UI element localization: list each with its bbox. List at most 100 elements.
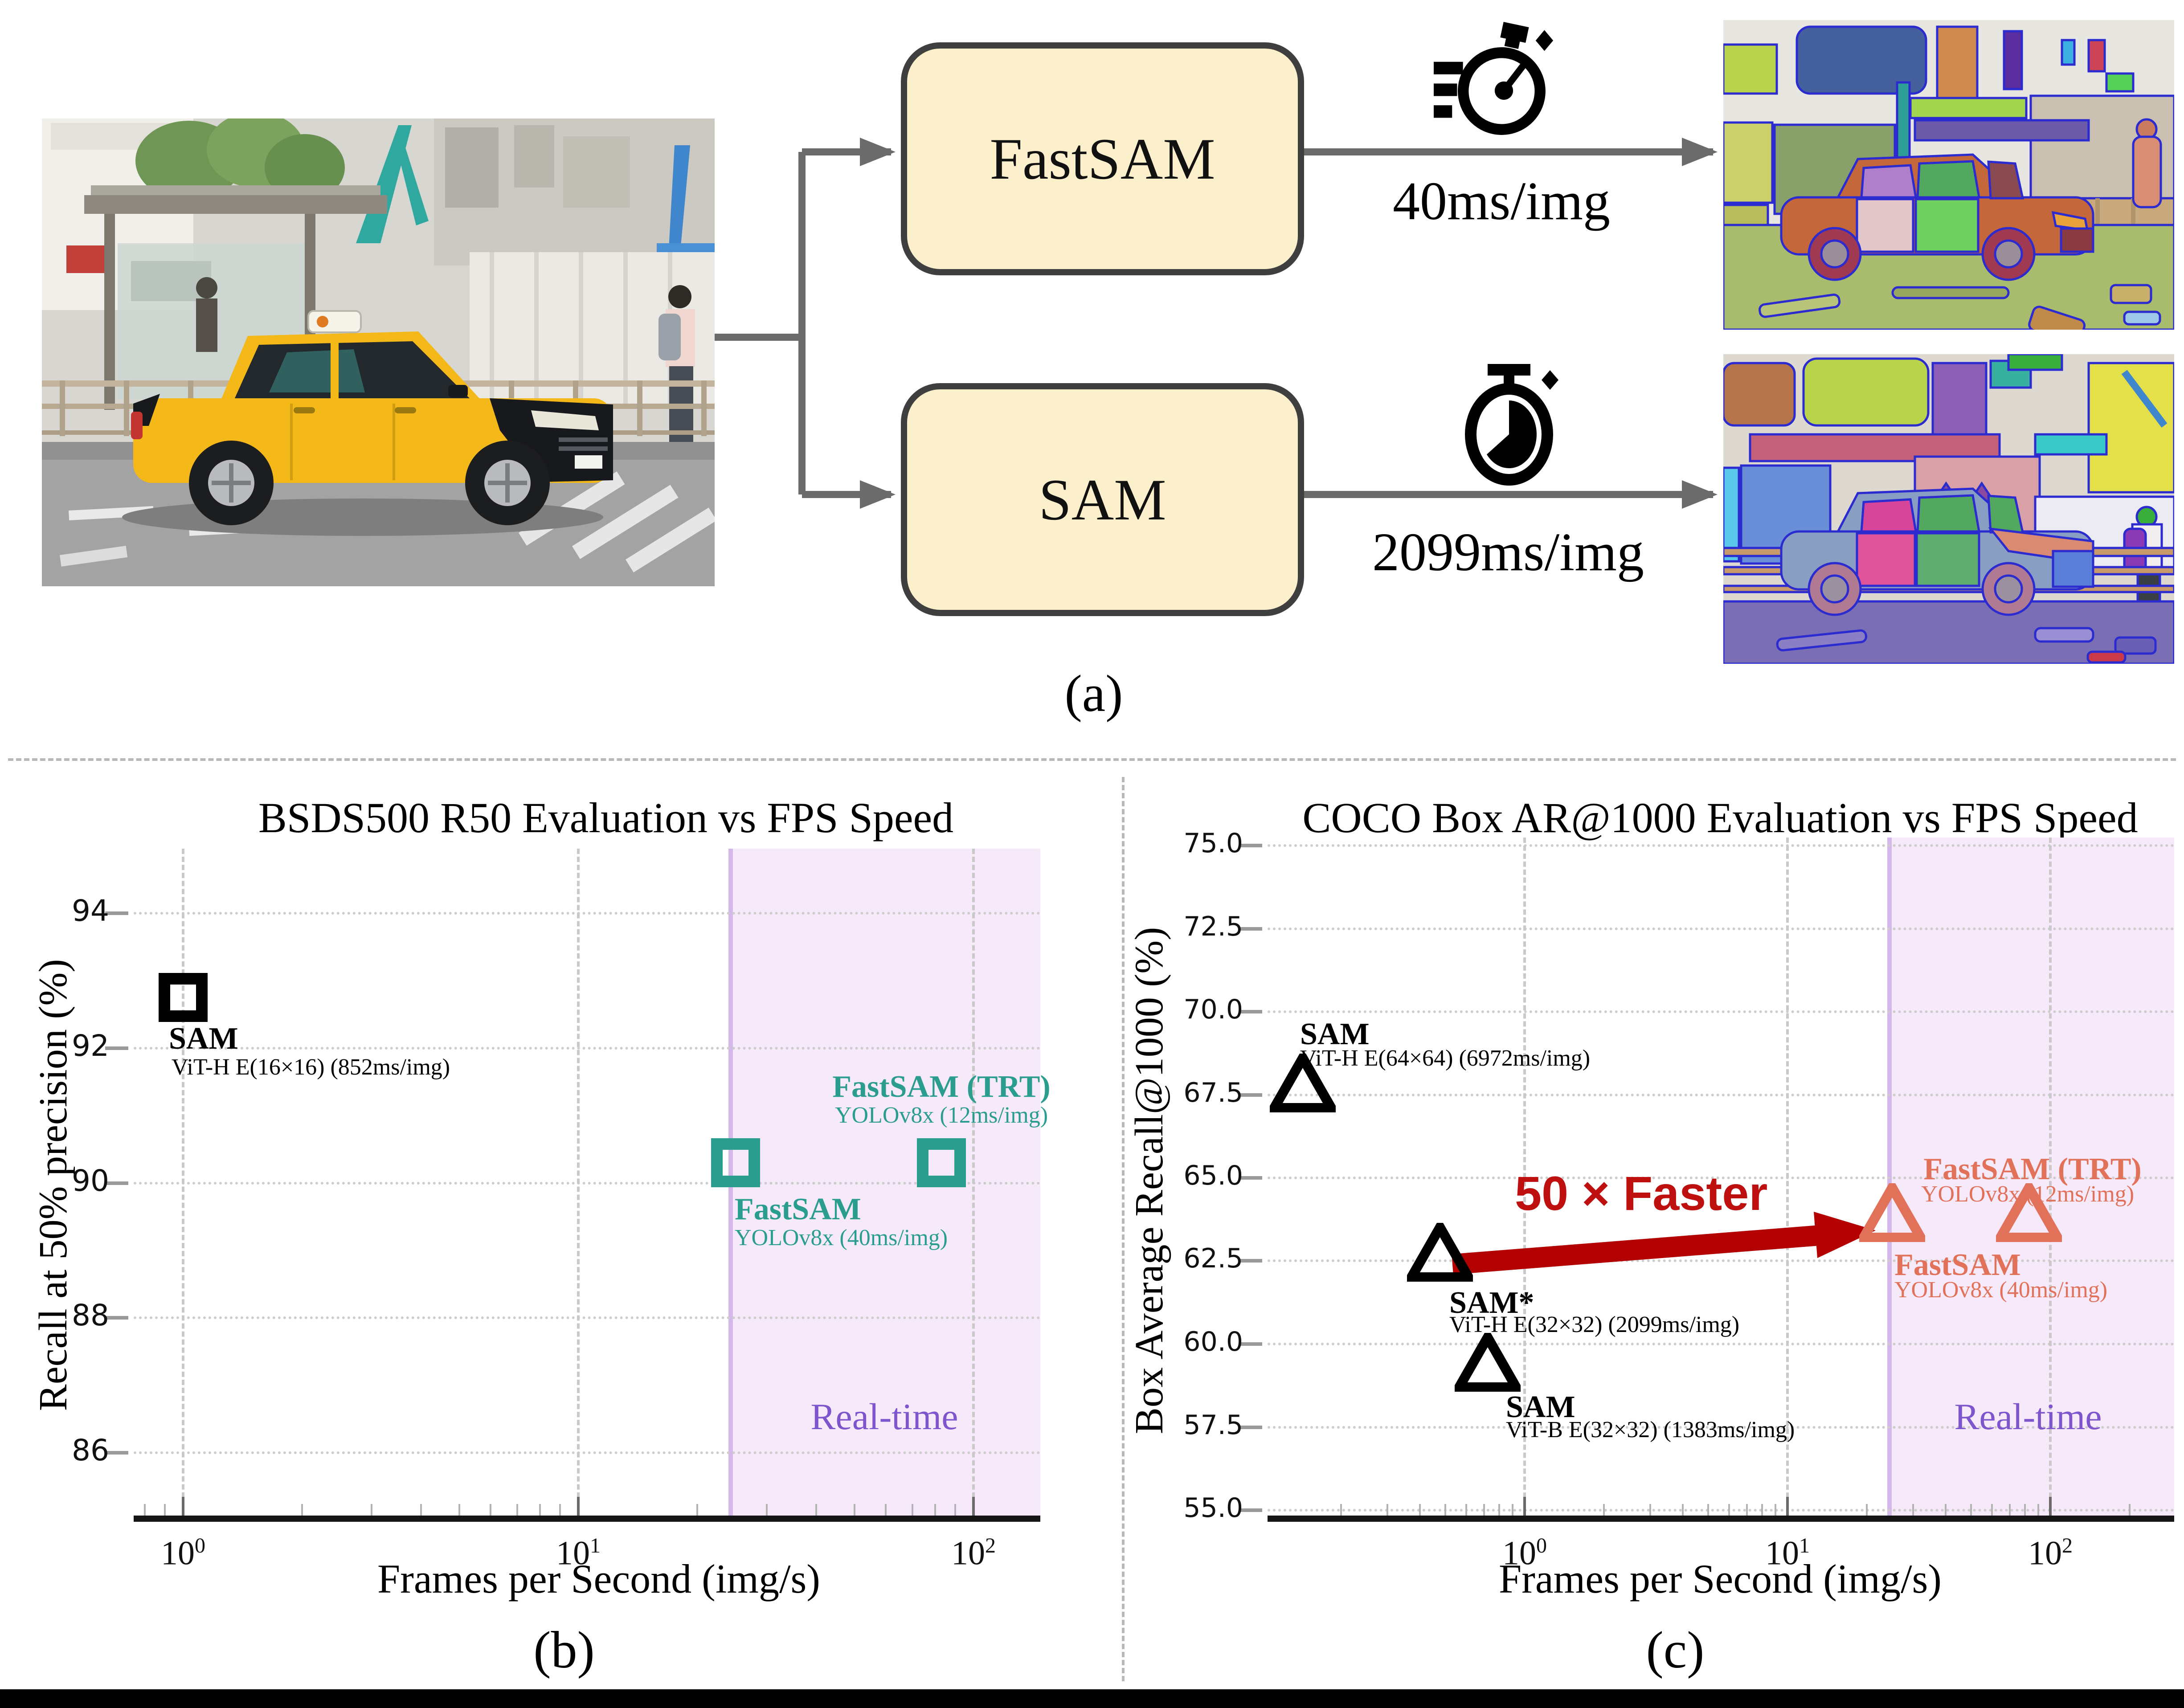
series-name-label: FastSAM (TRT) bbox=[1923, 1152, 2142, 1186]
x-minor-tick bbox=[1386, 1504, 1388, 1516]
chart-c-plot-area: 75.0 72.5 70.0 67.5 65.0 62.5 60.0 57.5 55.0 100 1… bbox=[1183, 830, 2174, 1570]
fastsam-box: FastSAM bbox=[901, 42, 1304, 275]
y-tick bbox=[1239, 1259, 1262, 1263]
x-minor-tick bbox=[1419, 1504, 1421, 1516]
x-minor-tick bbox=[2024, 1504, 2026, 1516]
y-tick-label: 67.5 bbox=[1183, 1077, 1243, 1108]
panel-c-label: (c) bbox=[1646, 1621, 1705, 1679]
x-tick-label: 102 bbox=[951, 1534, 996, 1572]
x-tick-label: 101 bbox=[556, 1534, 601, 1572]
x-gridline bbox=[2049, 838, 2052, 1522]
x-tick bbox=[1523, 1497, 1526, 1516]
data-point-sam bbox=[159, 973, 208, 1022]
x-minor-tick bbox=[164, 1504, 166, 1516]
x-minor-tick bbox=[854, 1504, 855, 1516]
x-gridline bbox=[182, 849, 184, 1522]
y-tick bbox=[1239, 1176, 1262, 1180]
x-minor-tick bbox=[2129, 1504, 2131, 1516]
y-gridline bbox=[1268, 1426, 2174, 1429]
x-minor-tick bbox=[1761, 1504, 1763, 1516]
x-minor-tick bbox=[1512, 1504, 1513, 1516]
x-minor-tick bbox=[1866, 1504, 1868, 1516]
x-axis-spine bbox=[134, 1516, 1040, 1522]
input-street-photo bbox=[42, 118, 715, 586]
series-detail-label: YOLOv8x (12ms/img) bbox=[834, 1103, 1048, 1128]
y-tick bbox=[105, 1316, 128, 1320]
x-minor-tick bbox=[1970, 1504, 1972, 1516]
x-minor-tick bbox=[696, 1504, 698, 1516]
x-minor-tick bbox=[559, 1504, 561, 1516]
series-detail-label: ViT-H E(32×32) (2099ms/img) bbox=[1449, 1312, 1740, 1337]
x-minor-tick bbox=[144, 1504, 146, 1516]
x-minor-tick bbox=[1649, 1504, 1651, 1516]
x-minor-tick bbox=[1775, 1504, 1776, 1516]
x-minor-tick bbox=[766, 1504, 768, 1516]
data-point-sam- bbox=[1407, 1223, 1473, 1282]
y-tick-label: 60.0 bbox=[1183, 1326, 1243, 1357]
x-tick bbox=[972, 1497, 975, 1516]
fastsam-box-label: FastSAM bbox=[990, 126, 1215, 192]
y-tick-label: 90 bbox=[72, 1164, 109, 1198]
series-name-label: SAM* bbox=[1449, 1286, 1534, 1320]
fastsam-time-label: 40ms/img bbox=[1392, 171, 1611, 231]
y-gridline bbox=[1268, 928, 2174, 930]
y-gridline bbox=[1268, 1259, 2174, 1262]
x-tick bbox=[1786, 1497, 1789, 1516]
x-minor-tick bbox=[516, 1504, 518, 1516]
y-gridline bbox=[1268, 1094, 2174, 1096]
y-tick bbox=[1239, 927, 1262, 931]
y-tick bbox=[1239, 1342, 1262, 1346]
flow-connectors bbox=[715, 138, 1718, 509]
series-detail-label: ViT-H E(16×16) (852ms/img) bbox=[172, 1054, 450, 1080]
fastsam-segmentation-output bbox=[1723, 20, 2174, 330]
y-tick-label: 62.5 bbox=[1183, 1243, 1243, 1274]
x-tick bbox=[182, 1497, 184, 1516]
chart-b-x-axis-label: Frames per Second (img/s) bbox=[377, 1556, 820, 1602]
x-minor-tick bbox=[1707, 1504, 1709, 1516]
realtime-region bbox=[1887, 838, 2174, 1522]
data-point-fastsam-trt- bbox=[917, 1138, 966, 1187]
x-minor-tick bbox=[1603, 1504, 1605, 1516]
x-gridline bbox=[1523, 838, 1526, 1522]
y-tick bbox=[1239, 844, 1262, 847]
panel-a-label: (a) bbox=[1064, 664, 1123, 723]
data-point-sam bbox=[1270, 1054, 1336, 1112]
y-tick-label: 86 bbox=[72, 1433, 109, 1467]
x-gridline bbox=[1786, 838, 1789, 1522]
x-minor-tick bbox=[1682, 1504, 1684, 1516]
y-gridline bbox=[134, 1316, 1040, 1319]
x-minor-tick bbox=[1465, 1504, 1467, 1516]
data-point-sam bbox=[1455, 1333, 1521, 1392]
series-detail-label: ViT-B E(32×32) (1383ms/img) bbox=[1506, 1417, 1795, 1442]
y-gridline bbox=[134, 912, 1040, 915]
speedup-arrow bbox=[1452, 1212, 1876, 1275]
y-tick bbox=[105, 1181, 128, 1185]
y-tick bbox=[1239, 1093, 1262, 1097]
chart-b-plot-area: 94 92 90 88 86 100 101 102 SAM ViT-H E(16×16) (85… bbox=[72, 849, 1051, 1570]
y-tick bbox=[105, 911, 128, 915]
y-tick-label: 92 bbox=[72, 1029, 109, 1063]
series-name-label: FastSAM (TRT) bbox=[832, 1070, 1051, 1104]
series-name-label: SAM bbox=[1506, 1390, 1575, 1424]
x-minor-tick bbox=[301, 1504, 303, 1516]
y-tick-label: 57.5 bbox=[1183, 1410, 1243, 1441]
panel-b-label: (b) bbox=[533, 1621, 595, 1679]
y-tick-label: 94 bbox=[72, 894, 109, 928]
y-tick-label: 88 bbox=[72, 1298, 109, 1332]
chart-c-title: COCO Box AR@1000 Evaluation vs FPS Speed bbox=[1302, 794, 2138, 842]
chart-b-title: BSDS500 R50 Evaluation vs FPS Speed bbox=[258, 794, 954, 842]
x-minor-tick bbox=[1444, 1504, 1446, 1516]
y-gridline bbox=[134, 1451, 1040, 1454]
x-minor-tick bbox=[815, 1504, 817, 1516]
series-name-label: SAM bbox=[169, 1022, 238, 1056]
y-tick bbox=[1239, 1010, 1262, 1013]
y-tick-label: 55.0 bbox=[1183, 1492, 1243, 1524]
x-minor-tick bbox=[1991, 1504, 1993, 1516]
series-detail-label: YOLOv8x (40ms/img) bbox=[1894, 1277, 2108, 1303]
x-minor-tick bbox=[539, 1504, 541, 1516]
y-gridline bbox=[1268, 844, 2174, 847]
sam-time-label: 2099ms/img bbox=[1372, 522, 1644, 582]
stopwatch-icon bbox=[1465, 364, 1558, 486]
chart-c-realtime-label: Real-time bbox=[1954, 1396, 2102, 1438]
